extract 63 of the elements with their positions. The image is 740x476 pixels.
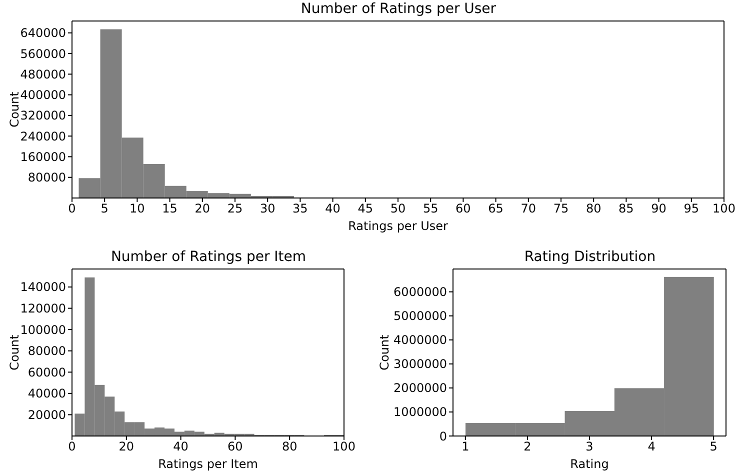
x-tick-label: 5	[100, 202, 108, 216]
y-tick-label: 80000	[28, 170, 66, 185]
x-tick-label: 30	[260, 202, 276, 216]
x-tick-label: 70	[520, 202, 536, 216]
y-tick-label: 100000	[20, 322, 66, 337]
y-tick-label: 60000	[28, 365, 66, 380]
y-tick-label: 2000000	[394, 381, 447, 396]
x-tick-label: 100	[712, 202, 736, 216]
x-axis-title: Rating	[570, 457, 609, 471]
y-tick-label: 320000	[20, 108, 66, 123]
y-tick-label: 6000000	[394, 285, 447, 300]
y-tick-label: 20000	[28, 408, 66, 422]
y-tick-label: 560000	[20, 46, 66, 61]
x-tick-label: 3	[586, 440, 594, 454]
x-tick-label: 35	[292, 202, 308, 216]
x-tick-label: 1	[462, 440, 470, 454]
chart-title: Number of Ratings per Item	[110, 249, 308, 265]
y-axis-title: Count	[7, 334, 22, 370]
x-tick-label: 75	[553, 202, 569, 216]
x-tick-label: 40	[325, 202, 340, 216]
chart-title: Rating Distribution	[523, 249, 657, 265]
x-tick-label: 2	[524, 440, 532, 454]
x-tick-label: 5	[710, 440, 718, 454]
x-tick-label: 60	[228, 440, 243, 454]
y-tick-label: 400000	[20, 88, 66, 102]
y-tick-label: 160000	[20, 150, 66, 164]
x-tick-label: 10	[130, 202, 145, 216]
y-tick-label: 0	[439, 429, 447, 444]
y-tick-label: 1000000	[394, 405, 447, 420]
x-tick-label: 60	[456, 202, 471, 216]
y-tick-label: 80000	[28, 344, 66, 358]
x-tick-label: 15	[162, 202, 178, 216]
y-tick-label: 240000	[20, 129, 66, 144]
x-tick-label: 40	[173, 440, 188, 454]
x-tick-label: 80	[586, 202, 602, 216]
x-tick-label: 85	[618, 202, 634, 216]
x-tick-label: 0	[68, 202, 76, 216]
x-tick-label: 65	[488, 202, 504, 216]
y-tick-label: 5000000	[394, 309, 447, 324]
y-axis-title: Count	[377, 334, 392, 370]
chart-title: Number of Ratings per User	[300, 1, 498, 17]
x-tick-label: 4	[648, 440, 656, 454]
x-tick-label: 0	[68, 440, 76, 454]
y-tick-label: 4000000	[394, 333, 447, 348]
y-tick-label: 640000	[20, 26, 66, 40]
x-tick-label: 55	[422, 202, 438, 216]
y-tick-label: 3000000	[394, 357, 447, 372]
x-tick-label: 100	[332, 440, 356, 454]
x-axis-title: Ratings per Item	[158, 457, 258, 471]
x-tick-label: 50	[390, 202, 406, 216]
x-tick-label: 80	[282, 440, 298, 454]
x-tick-label: 25	[227, 202, 243, 216]
y-axis-title: Count	[7, 91, 22, 128]
y-tick-label: 120000	[20, 302, 66, 316]
x-tick-label: 95	[684, 202, 700, 216]
x-axis-title: Ratings per User	[348, 219, 448, 233]
y-tick-label: 480000	[20, 67, 66, 82]
x-tick-label: 20	[194, 202, 210, 216]
x-tick-label: 90	[651, 202, 666, 216]
x-tick-label: 45	[358, 202, 374, 216]
y-tick-label: 140000	[20, 280, 66, 294]
y-tick-label: 40000	[28, 386, 66, 401]
x-tick-label: 20	[118, 440, 134, 454]
